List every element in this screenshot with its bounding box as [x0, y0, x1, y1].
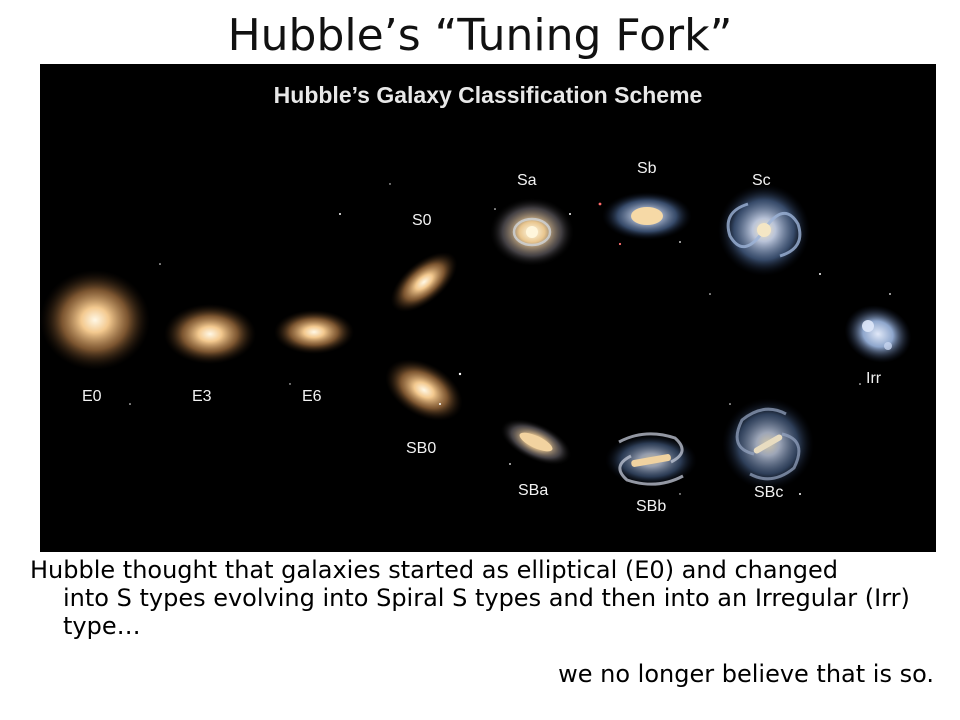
label-sb0: SB0	[406, 440, 437, 457]
galaxy-irr-image	[844, 305, 912, 363]
label-sc: Sc	[752, 172, 771, 189]
label-sb: Sb	[637, 160, 657, 177]
galaxy-sb0-image	[385, 359, 463, 421]
caption-continuation: into S types evolving into Spiral S type…	[63, 584, 910, 640]
galaxy-e0-image	[40, 270, 150, 370]
caption-line-1: Hubble thought that galaxies started as …	[30, 556, 839, 584]
label-sba: SBa	[518, 482, 549, 499]
label-e0: E0	[82, 388, 102, 405]
label-sbc: SBc	[754, 484, 784, 501]
galaxy-sba-image	[500, 419, 572, 465]
conclusion-text: we no longer believe that is so.	[558, 660, 934, 688]
label-sbb: SBb	[636, 498, 667, 515]
galaxy-sa-image	[490, 198, 574, 266]
galaxy-sc-image	[718, 184, 810, 276]
galaxy-e3-image	[164, 304, 256, 364]
diagram-title: Hubble’s Galaxy Classification Scheme	[273, 82, 703, 108]
caption-text: Hubble thought that galaxies started as …	[30, 556, 930, 640]
label-irr: Irr	[866, 370, 882, 387]
label-s0: S0	[412, 212, 432, 229]
slide-title: Hubble’s “Tuning Fork”	[227, 10, 733, 61]
galaxy-sbc-image	[722, 398, 814, 490]
galaxy-illustrations	[40, 183, 912, 495]
galaxy-sb-image	[602, 192, 692, 240]
label-e3: E3	[192, 388, 212, 405]
galaxy-classification-diagram: Hubble’s Galaxy Classification Scheme E0…	[40, 64, 936, 552]
galaxy-sbb-image	[605, 432, 697, 486]
galaxy-e6-image	[274, 310, 354, 354]
background-stars	[129, 183, 891, 495]
galaxy-s0-image	[390, 252, 458, 312]
label-e6: E6	[302, 388, 322, 405]
label-sa: Sa	[517, 172, 537, 189]
